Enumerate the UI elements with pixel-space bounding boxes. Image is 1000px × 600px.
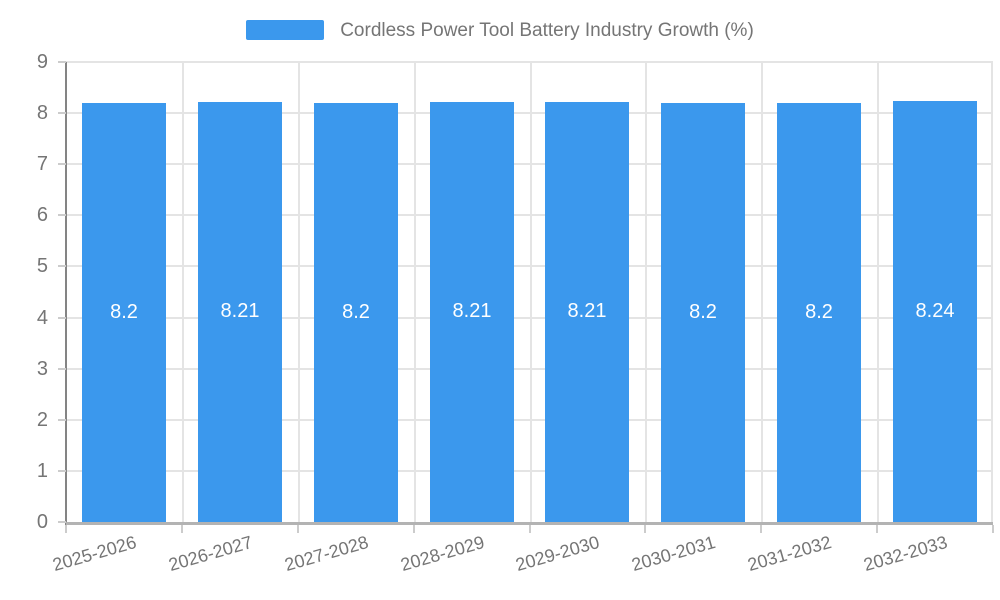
gridline-vertical [530,62,532,522]
y-axis-tick [58,317,66,319]
y-axis-tick-label: 0 [36,511,48,533]
y-axis-tick-label: 9 [36,51,48,73]
x-axis-line [66,522,993,525]
bar[interactable]: 8.2 [777,103,861,522]
bar-value-label: 8.24 [915,300,955,322]
y-axis-tick [58,163,66,165]
bar[interactable]: 8.21 [198,102,282,522]
x-axis-tick [413,525,415,533]
bar[interactable]: 8.24 [893,101,977,522]
y-axis-tick [58,214,66,216]
y-axis-tick-label: 5 [36,255,48,277]
x-axis-tick [181,525,183,533]
bar-value-label: 8.21 [452,300,492,322]
y-axis-tick-label: 4 [36,307,48,329]
y-axis-tick [58,368,66,370]
bar[interactable]: 8.21 [545,102,629,522]
y-axis-tick [58,419,66,421]
bar[interactable]: 8.2 [661,103,745,522]
y-axis-tick-label: 1 [36,460,48,482]
bar-value-label: 8.21 [567,300,607,322]
y-axis-tick [58,521,66,523]
gridline-vertical [414,62,416,522]
gridline-vertical [761,62,763,522]
chart-legend[interactable]: Cordless Power Tool Battery Industry Gro… [0,14,1000,46]
y-axis-tick-label: 7 [36,153,48,175]
bar[interactable]: 8.21 [430,102,514,522]
y-axis-tick [58,470,66,472]
gridline-vertical [645,62,647,522]
x-axis-tick [529,525,531,533]
gridline-vertical [877,62,879,522]
gridline-vertical [298,62,300,522]
x-axis-tick [297,525,299,533]
gridline-vertical [991,62,993,522]
bar[interactable]: 8.2 [314,103,398,522]
bar[interactable]: 8.2 [82,103,166,522]
bar-value-label: 8.2 [805,301,833,323]
x-axis-tick [644,525,646,533]
x-axis-tick [65,525,67,533]
y-axis-line [65,62,67,525]
legend-label: Cordless Power Tool Battery Industry Gro… [340,19,754,41]
x-axis-tick [760,525,762,533]
gridline-vertical [182,62,184,522]
y-axis-tick-label: 8 [36,102,48,124]
y-axis-tick [58,61,66,63]
y-axis-tick-label: 6 [36,204,48,226]
y-axis-tick-label: 3 [36,358,48,380]
bar-value-label: 8.2 [689,301,717,323]
bar-value-label: 8.2 [110,301,138,323]
y-axis-tick-label: 2 [36,409,48,431]
bar-value-label: 8.2 [342,301,370,323]
y-axis-tick [58,112,66,114]
x-axis-tick [876,525,878,533]
legend-swatch [246,20,325,40]
y-axis-tick [58,265,66,267]
x-axis-tick [992,525,994,533]
gridline-horizontal [66,61,993,63]
plot-area: 8.2 8.21 8.2 8.21 8.21 8.2 8.2 8.24 [65,61,993,525]
bar-value-label: 8.21 [220,300,260,322]
